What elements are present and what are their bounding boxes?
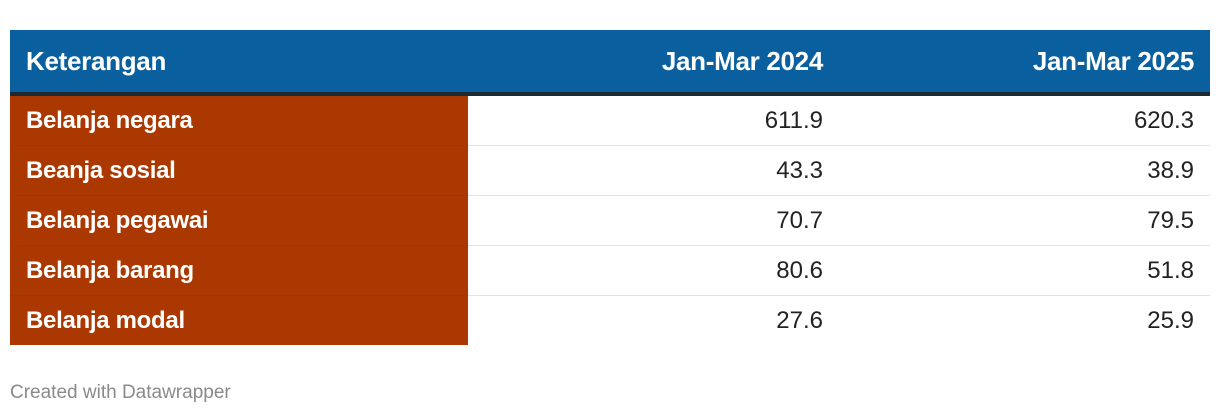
cell-value-2025: 25.9 xyxy=(1147,306,1194,334)
row-label: Beanja sosial xyxy=(10,145,468,196)
data-table-container: Keterangan Jan-Mar 2024 Jan-Mar 2025 Bel… xyxy=(10,30,1210,345)
datawrapper-credit: Created with Datawrapper xyxy=(10,382,231,403)
cell-value-2025: 79.5 xyxy=(839,195,1210,246)
table-row: Belanja negara 611.9 620.3 xyxy=(10,94,1210,146)
cell-value-2025: 620.3 xyxy=(839,94,1210,146)
table-row: Belanja barang 80.6 51.8 xyxy=(10,245,1210,296)
cell-value-2025: 51.8 xyxy=(839,245,1210,296)
cell-value-2024: 27.6 xyxy=(776,306,823,334)
cell-value-2024: 611.9 xyxy=(468,94,839,146)
cell-value-2024: 80.6 xyxy=(468,245,839,296)
cell-value-2025: 38.9 xyxy=(839,145,1210,196)
table-body: Belanja negara 611.9 620.3 Beanja sosial… xyxy=(10,94,1210,345)
row-label: Belanja modal xyxy=(10,295,468,345)
column-header-jan-mar-2025[interactable]: Jan-Mar 2025 xyxy=(839,30,1210,96)
table-row: Beanja sosial 43.3 38.9 xyxy=(10,145,1210,196)
row-label: Belanja barang xyxy=(10,245,468,296)
table-header: Keterangan Jan-Mar 2024 Jan-Mar 2025 xyxy=(10,30,1210,96)
data-table: Keterangan Jan-Mar 2024 Jan-Mar 2025 Bel… xyxy=(10,30,1210,345)
header-row: Keterangan Jan-Mar 2024 Jan-Mar 2025 xyxy=(10,30,1210,96)
column-header-jan-mar-2024[interactable]: Jan-Mar 2024 xyxy=(468,30,839,96)
row-label: Belanja negara xyxy=(10,94,468,146)
cell-value-2024: 70.7 xyxy=(468,195,839,246)
table-row: Belanja pegawai 70.7 79.5 xyxy=(10,195,1210,246)
row-label: Belanja pegawai xyxy=(10,195,468,246)
table-row: Belanja modal 27.6 25.9 xyxy=(10,295,1210,345)
cell-value-2024: 43.3 xyxy=(468,145,839,196)
column-header-keterangan[interactable]: Keterangan xyxy=(10,30,468,96)
